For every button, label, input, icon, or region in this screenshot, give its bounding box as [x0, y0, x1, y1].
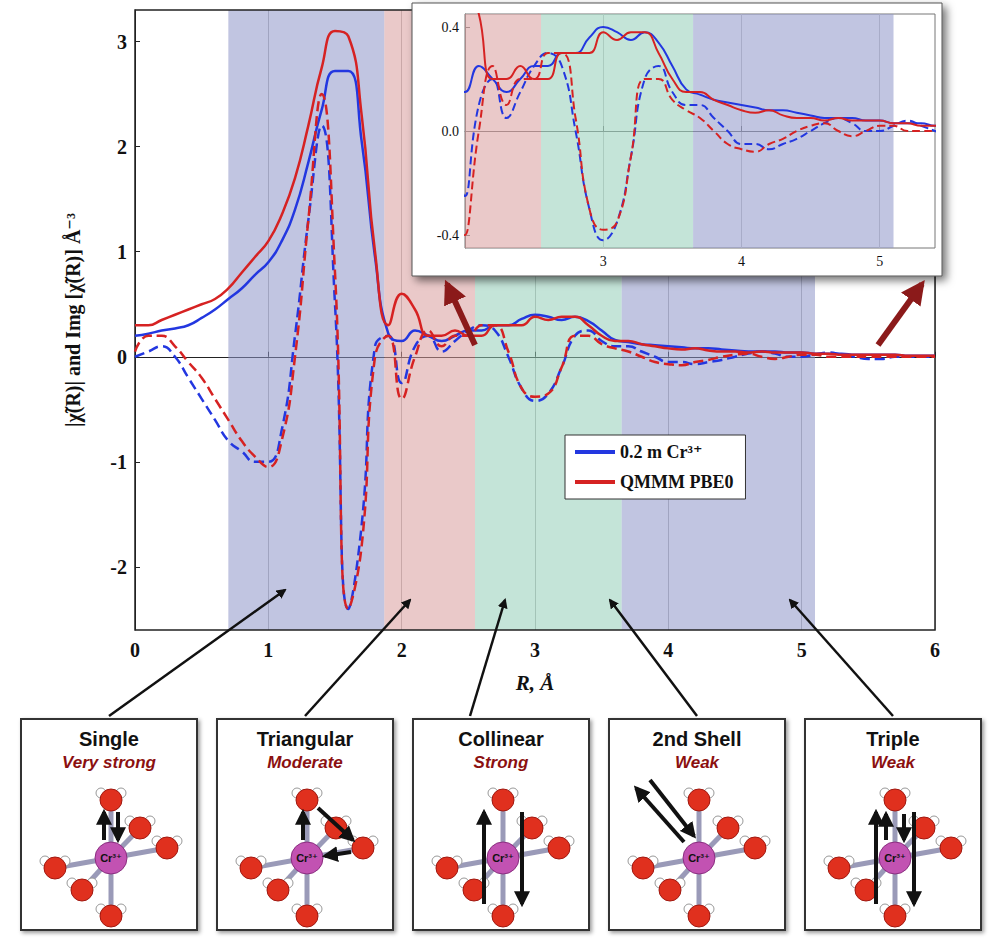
svg-text:Cr³⁺: Cr³⁺	[884, 852, 906, 864]
svg-text:-0.4: -0.4	[437, 228, 459, 243]
svg-text:2: 2	[117, 136, 127, 158]
svg-text:Cr³⁺: Cr³⁺	[492, 852, 514, 864]
svg-text:0: 0	[117, 346, 127, 368]
svg-text:-1: -1	[110, 451, 127, 473]
html-text:Weak: Weak	[870, 753, 915, 772]
svg-text:4: 4	[738, 254, 745, 269]
html-text:Triple: Triple	[866, 728, 920, 750]
svg-text:|χ̃(R)| and Img [χ̃(R)] Å⁻³: |χ̃(R)| and Img [χ̃(R)] Å⁻³	[62, 213, 85, 427]
svg-text:0.2 m Cr³⁺: 0.2 m Cr³⁺	[620, 442, 702, 462]
svg-text:5: 5	[797, 639, 807, 661]
svg-text:0.0: 0.0	[442, 124, 460, 139]
svg-text:R, Å: R, Å	[515, 671, 555, 695]
html-text:Moderate: Moderate	[267, 753, 343, 772]
svg-text:1: 1	[117, 241, 127, 263]
svg-text:0: 0	[130, 639, 140, 661]
svg-text:0.4: 0.4	[442, 20, 460, 35]
html-text:2nd Shell: 2nd Shell	[652, 728, 742, 750]
svg-text:3: 3	[600, 254, 607, 269]
svg-text:Cr³⁺: Cr³⁺	[688, 852, 710, 864]
html-text:Collinear: Collinear	[458, 728, 544, 750]
svg-text:4: 4	[663, 639, 673, 661]
html-text:Very strong: Very strong	[62, 753, 156, 772]
svg-text:6: 6	[930, 639, 940, 661]
svg-text:3: 3	[117, 31, 127, 53]
svg-text:5: 5	[876, 254, 883, 269]
html-text:Triangular: Triangular	[256, 728, 354, 750]
svg-text:Cr³⁺: Cr³⁺	[100, 852, 122, 864]
svg-text:-2: -2	[110, 556, 127, 578]
svg-text:2: 2	[397, 639, 407, 661]
html-text:Strong: Strong	[473, 753, 529, 772]
svg-text:1: 1	[263, 639, 273, 661]
svg-text:3: 3	[530, 639, 540, 661]
html-text:Weak: Weak	[674, 753, 719, 772]
html-text:Single: Single	[79, 728, 139, 750]
svg-text:Cr³⁺: Cr³⁺	[296, 852, 318, 864]
svg-text:QMMM PBE0: QMMM PBE0	[620, 472, 733, 492]
